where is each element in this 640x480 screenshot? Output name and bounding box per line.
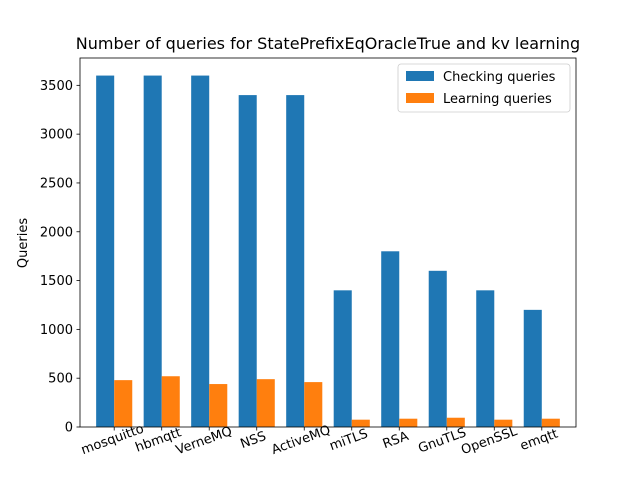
bar-checking-emqtt (523, 309, 542, 427)
y-tick-label: 1500 (40, 274, 73, 289)
bar-checking-vernemq (191, 75, 210, 427)
y-tick-label: 2000 (40, 225, 73, 240)
x-tick-label: GnuTLS (416, 425, 468, 456)
y-axis: 0 500 1000 1500 2000 2500 3000 3500 (40, 79, 80, 436)
bar-learning-activemq (304, 382, 323, 427)
y-tick-label: 500 (48, 372, 73, 387)
legend: Checking queries Learning queries (397, 63, 571, 113)
bar-learning-hbmqtt (161, 376, 180, 427)
bar-checking-rsa (381, 251, 400, 427)
x-tick-label: OpenSSL (459, 424, 520, 458)
chart-title: Number of queries for StatePrefixEqOracl… (76, 34, 580, 53)
bar-learning-vernemq (209, 384, 228, 427)
bar-checking-nss (238, 95, 257, 427)
plot-area (79, 57, 577, 428)
bar-checking-mosquitto (96, 75, 115, 427)
y-tick-label: 3500 (40, 79, 73, 94)
bar-checking-gnutls (428, 270, 447, 427)
plot-frame (79, 57, 577, 428)
bar-checking-openssl (476, 290, 495, 427)
bar-checking-mitls (333, 290, 352, 427)
legend-swatch (406, 93, 434, 103)
x-tick-label: NSS (238, 429, 268, 452)
y-tick-label: 2500 (40, 176, 73, 191)
legend-swatch (406, 71, 434, 81)
bar-learning-openssl (494, 419, 513, 427)
bar-checking-hbmqtt (143, 75, 162, 427)
legend-label: Checking queries (443, 70, 556, 85)
bar-learning-emqtt (541, 418, 560, 427)
y-axis-label: Queries (16, 218, 31, 268)
x-tick-label: miTLS (328, 427, 370, 455)
bar-learning-mosquitto (114, 380, 133, 427)
bar-learning-nss (256, 379, 275, 427)
bar-checking-activemq (286, 95, 305, 427)
legend-box (397, 63, 571, 113)
x-tick-label: RSA (381, 429, 411, 452)
y-tick-label: 0 (65, 421, 73, 436)
bar-learning-mitls (351, 419, 370, 427)
x-tick-label: emqtt (518, 427, 560, 454)
legend-label: Learning queries (443, 92, 552, 107)
x-tick-label: VerneMQ (174, 424, 234, 458)
y-tick-label: 1000 (40, 323, 73, 338)
x-tick-label: ActiveMQ (270, 423, 333, 458)
bar-learning-gnutls (446, 417, 465, 427)
bar-learning-rsa (399, 418, 418, 427)
y-tick-label: 3000 (40, 128, 73, 143)
